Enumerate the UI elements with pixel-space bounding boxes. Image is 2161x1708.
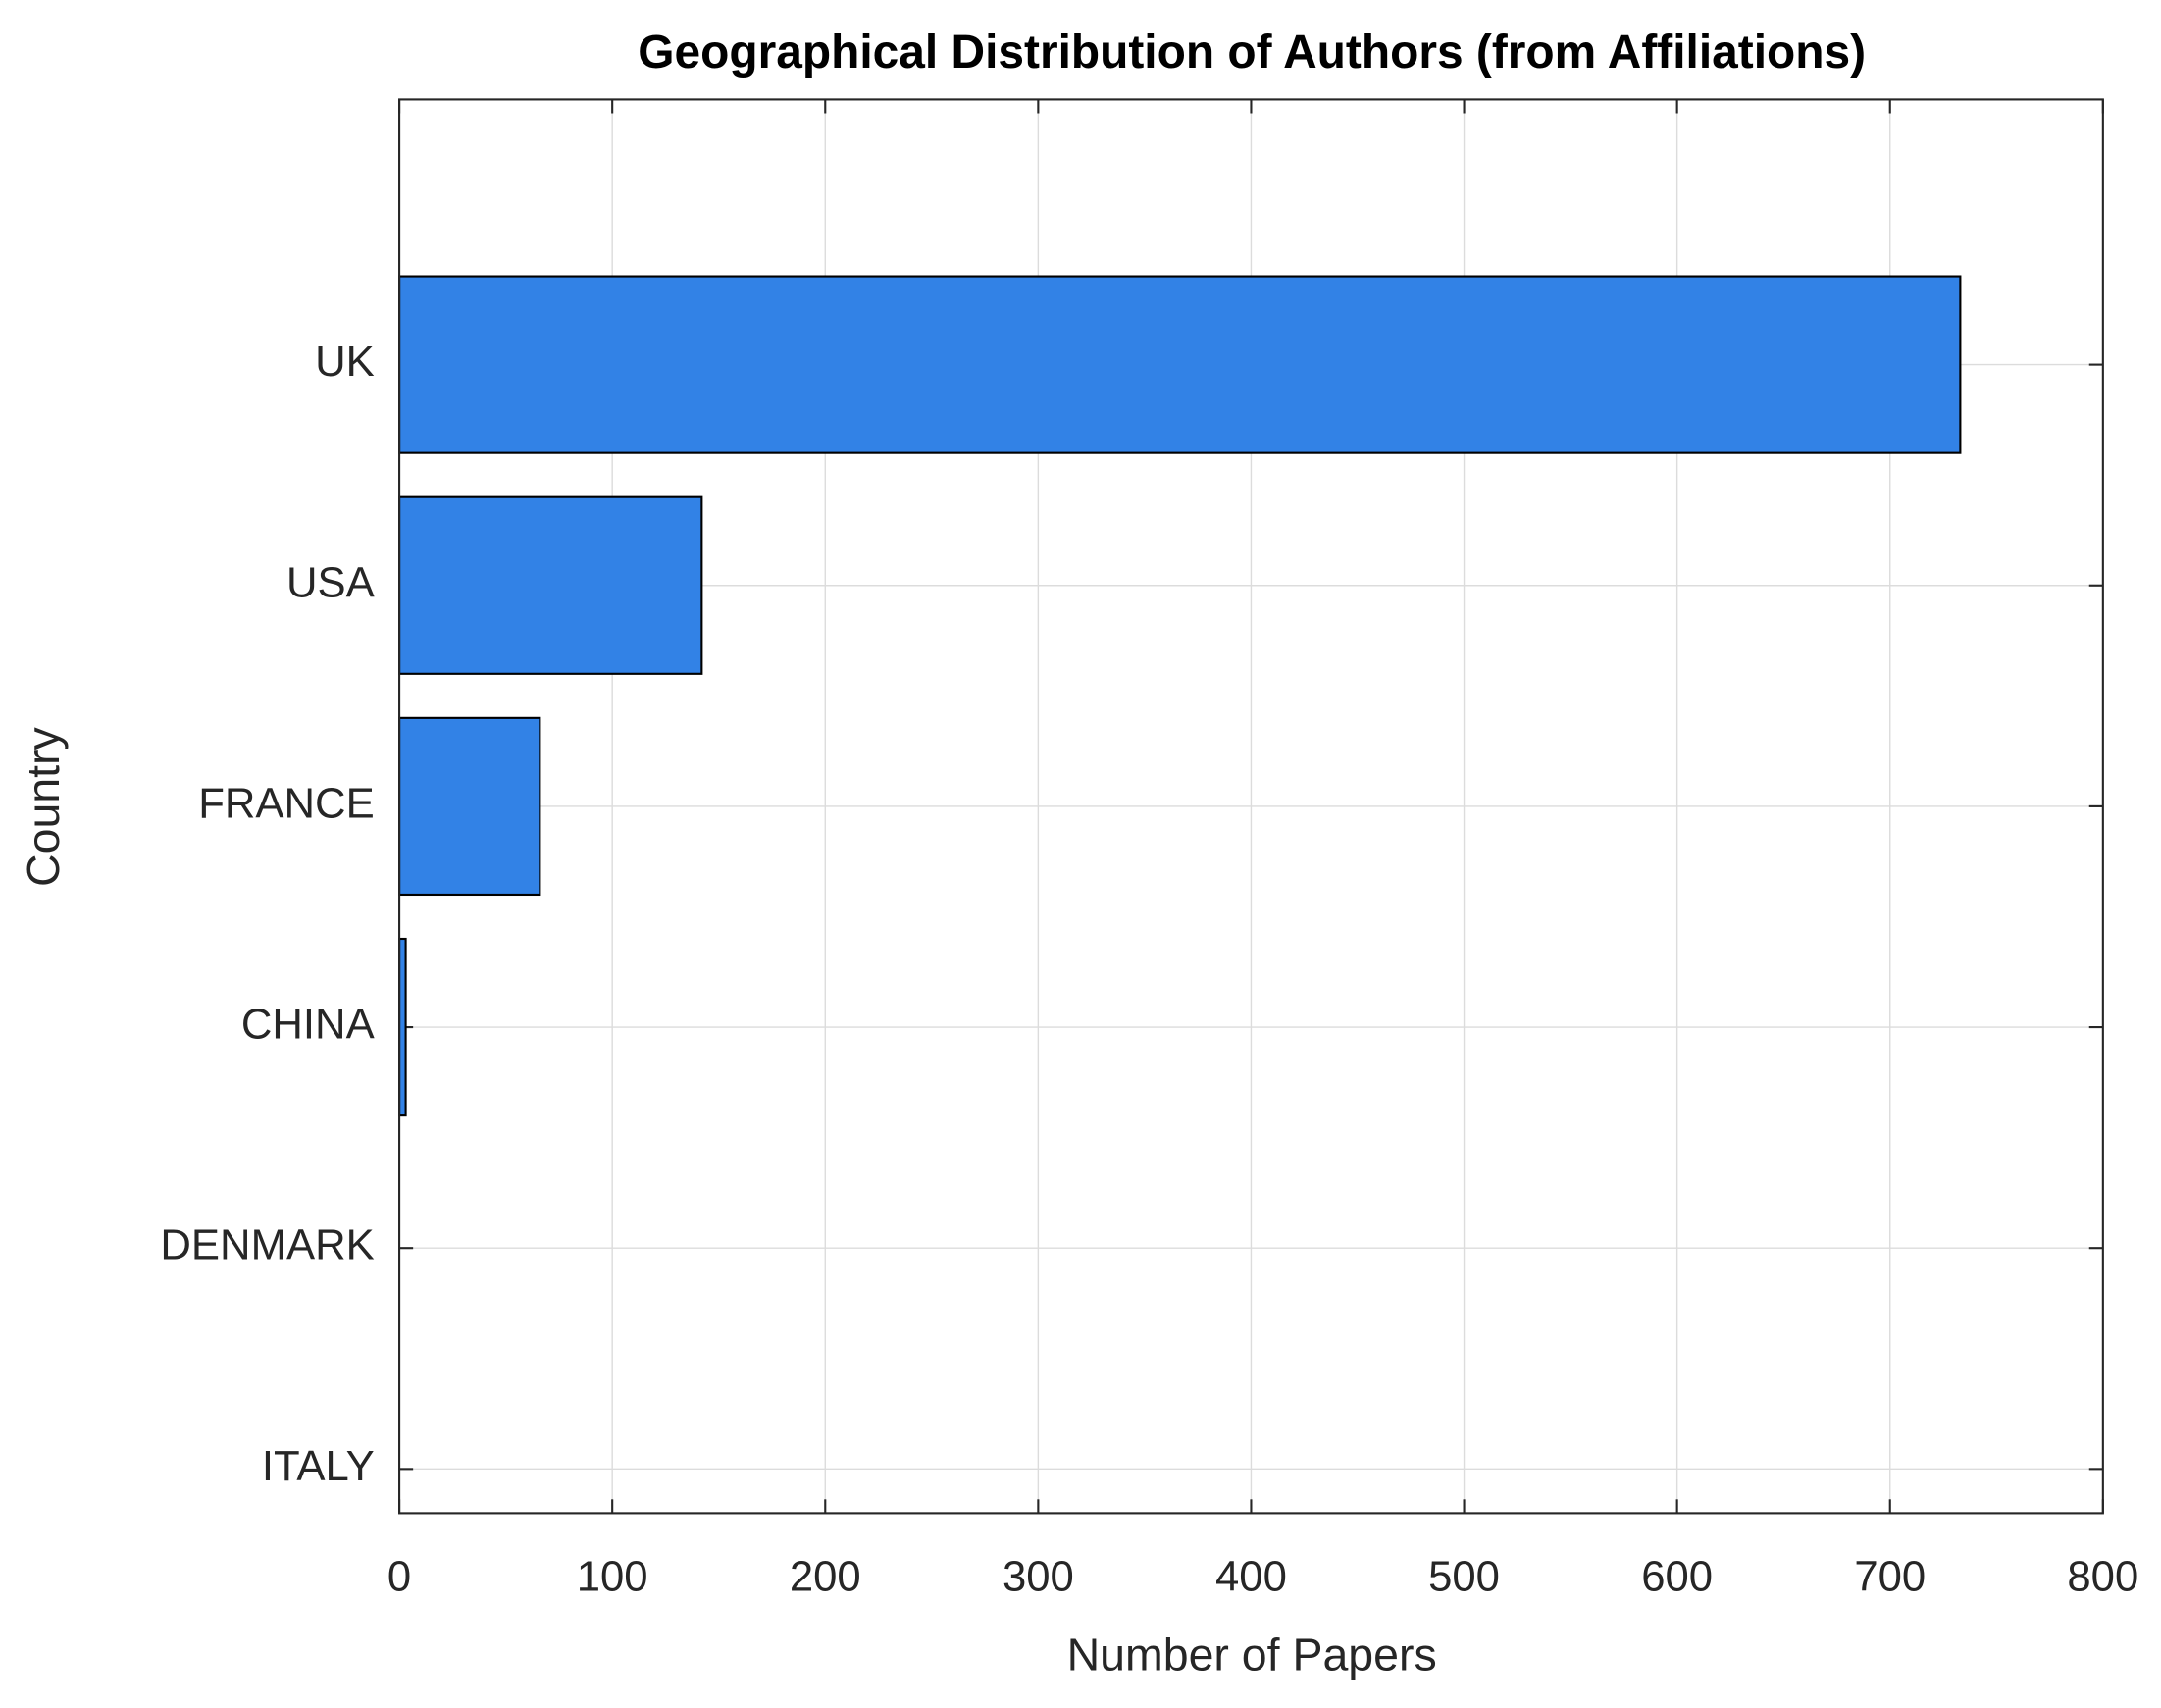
x-tick-label: 600 (1641, 1553, 1713, 1601)
y-tick-label: USA (286, 558, 376, 606)
x-tick-label: 300 (1003, 1553, 1074, 1601)
y-axis-label: Country (18, 726, 69, 886)
y-tick-label: FRANCE (198, 779, 375, 827)
x-tick-label: 400 (1215, 1553, 1287, 1601)
x-tick-label: 800 (2067, 1553, 2138, 1601)
bar (398, 495, 703, 675)
x-tick-label: 500 (1428, 1553, 1500, 1601)
bar (398, 275, 1962, 454)
y-tick-label: ITALY (262, 1442, 375, 1490)
chart-title: Geographical Distribution of Authors (fr… (638, 26, 1866, 78)
y-tick-label: DENMARK (160, 1221, 374, 1269)
x-tick-label: 100 (577, 1553, 648, 1601)
x-tick-label: 0 (387, 1553, 411, 1601)
bar (398, 716, 541, 897)
plot-frame (398, 98, 2104, 1515)
x-axis-label: Number of Papers (1067, 1630, 1437, 1681)
x-tick-label: 200 (790, 1553, 861, 1601)
y-tick-label: CHINA (241, 1001, 376, 1049)
x-tick-label: 700 (1854, 1553, 1926, 1601)
y-tick-label: UK (315, 337, 375, 386)
